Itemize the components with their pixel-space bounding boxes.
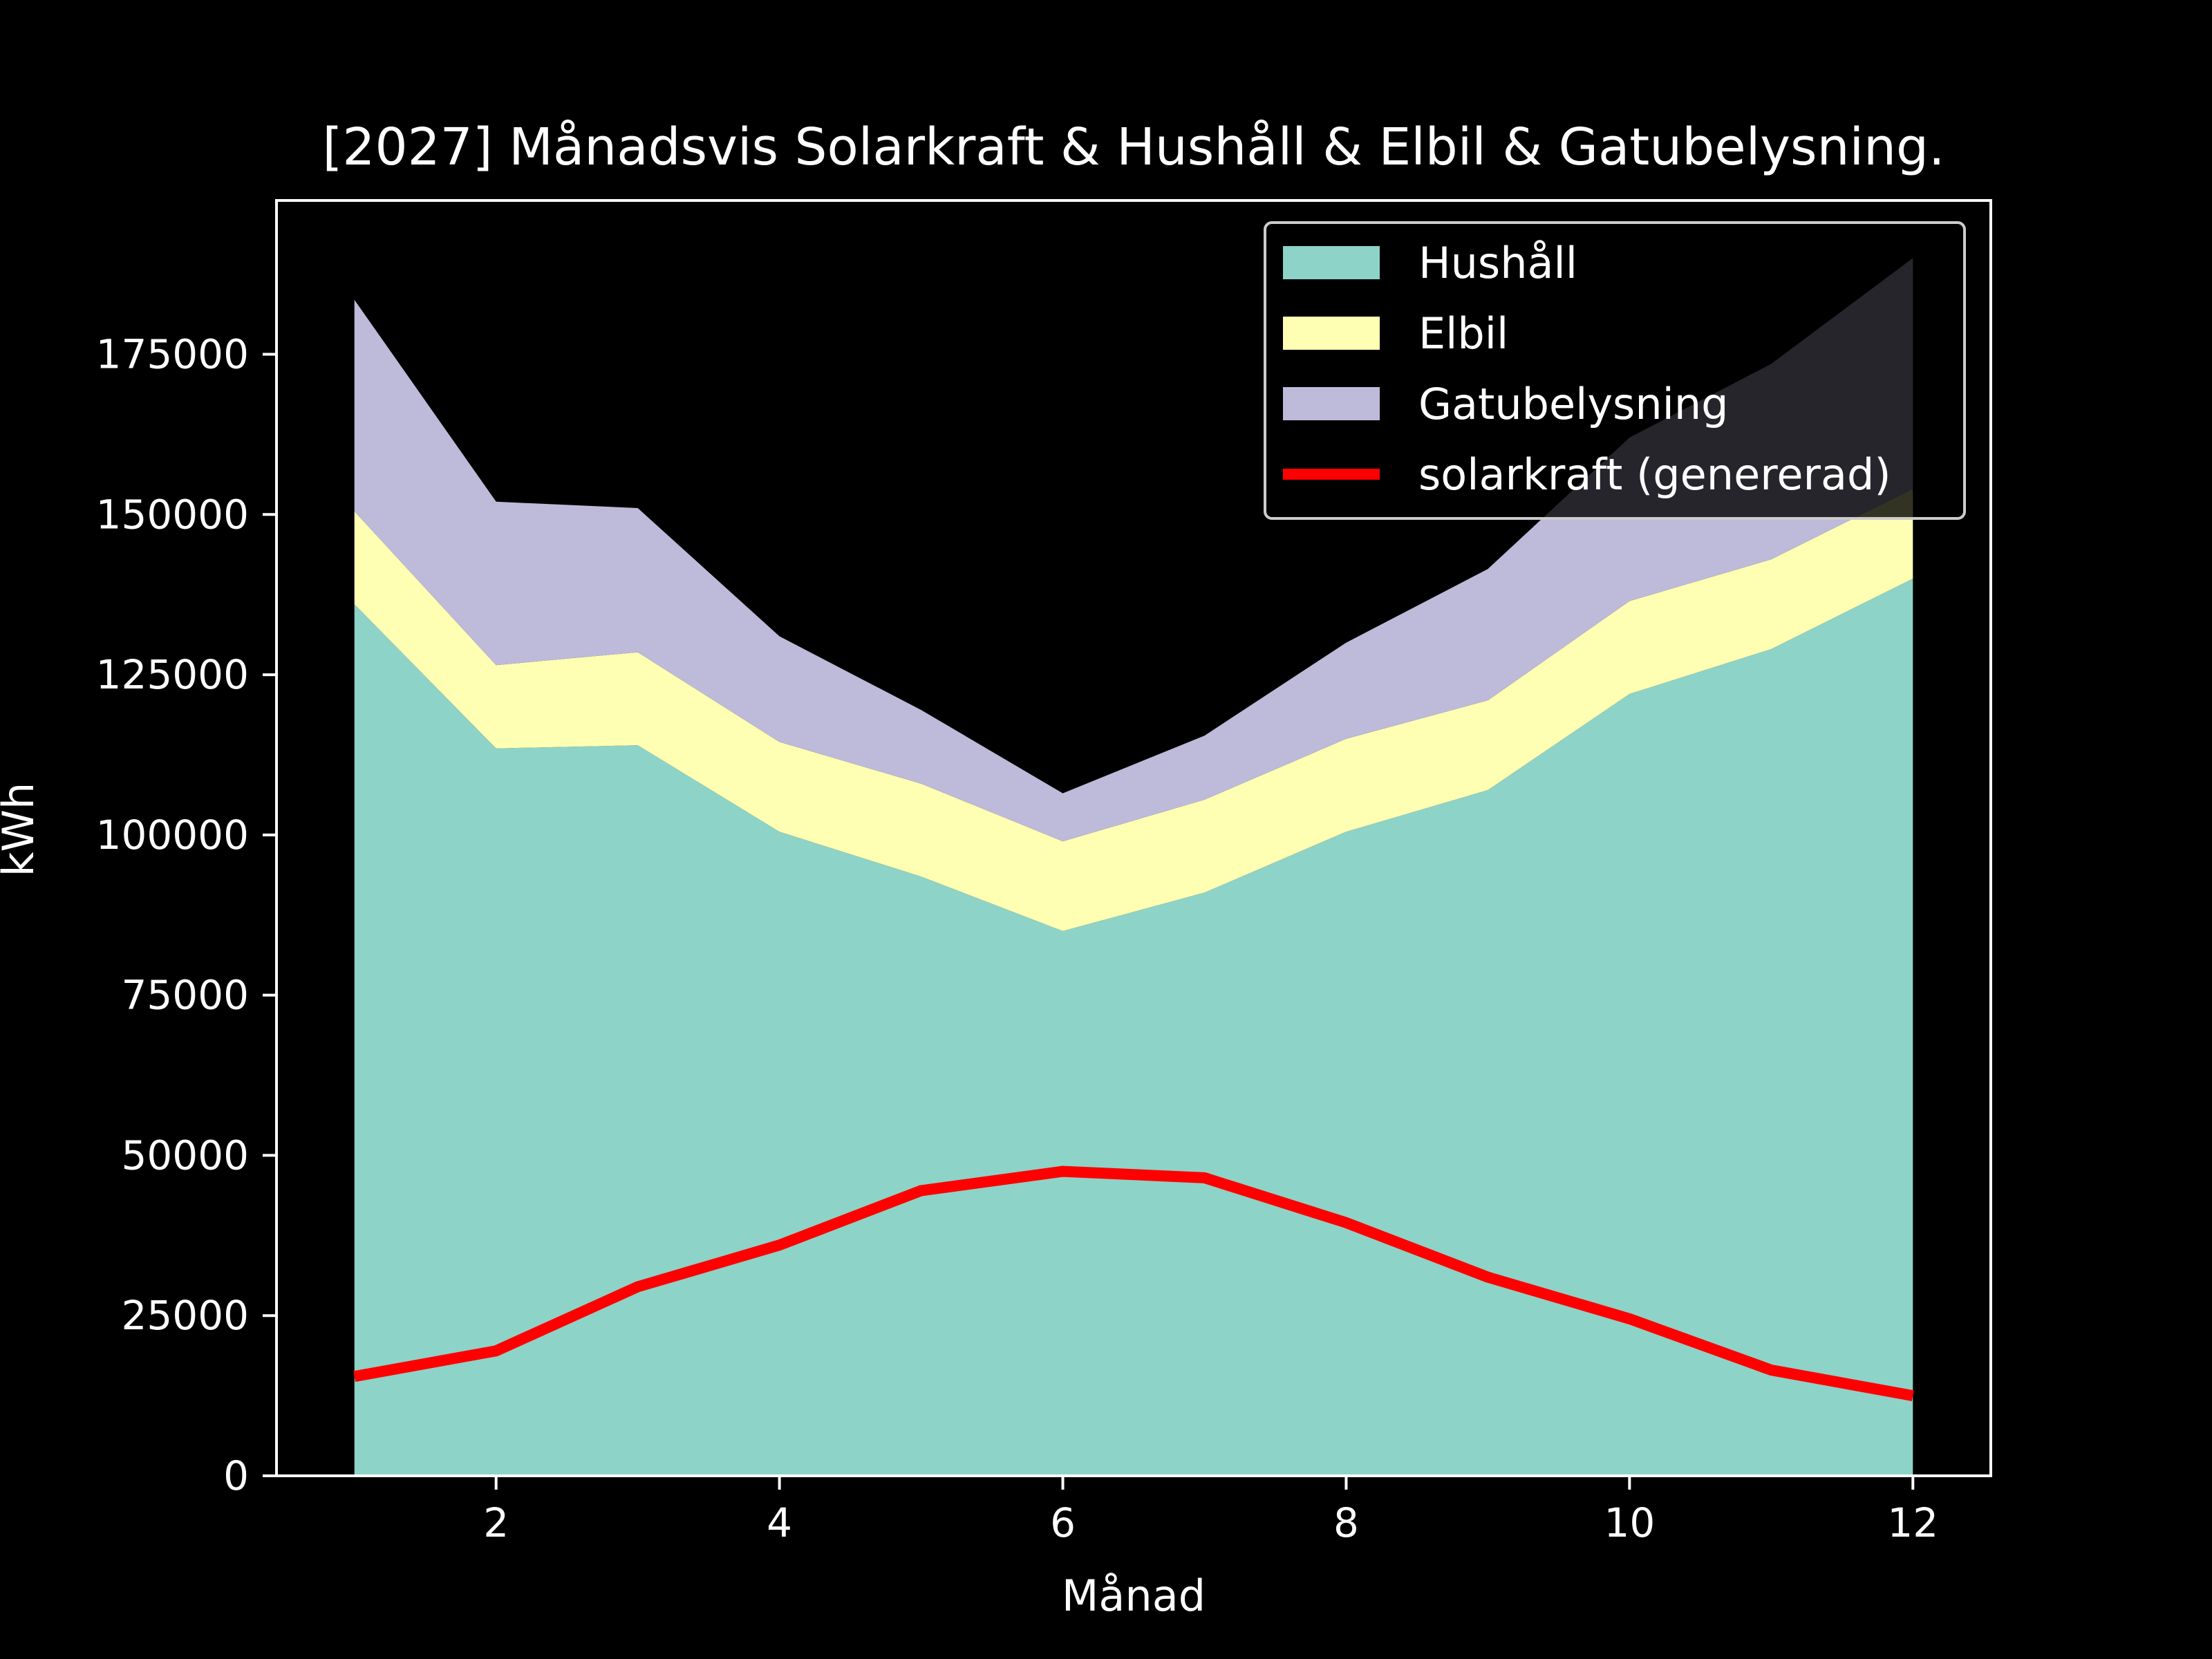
y-tick-label: 125000 (96, 651, 249, 698)
x-tick-label: 8 (1333, 1499, 1359, 1546)
area-series-3 (354, 258, 1913, 842)
y-axis-ticks: 0 25000 50000 75000 100000 125000 150000 175000 (96, 331, 276, 1499)
chart-title: [2027] Månadsvis Solarkraft & Hushåll & … (323, 118, 1945, 177)
legend-label: Elbil (1418, 308, 1508, 359)
line-series-1 (353, 1165, 1914, 1401)
x-axis-label: Månad (1062, 1571, 1206, 1621)
legend-box (1264, 221, 1966, 520)
legend-swatch (1283, 246, 1380, 279)
y-tick-label: 25000 (121, 1292, 249, 1339)
x-tick-label: 12 (1887, 1499, 1938, 1546)
legend-label: solarkraft (genererad) (1418, 449, 1891, 500)
legend: Hushåll Elbil Gatubelysning solarkraft (gen… (1264, 221, 1966, 520)
y-tick-label: 100000 (96, 812, 249, 859)
axes-frame (275, 199, 1992, 1477)
x-tick-label: 6 (1050, 1499, 1076, 1546)
y-tick-label: 150000 (96, 491, 249, 538)
legend-label: Hushåll (1418, 238, 1577, 288)
x-tick-label: 2 (483, 1499, 509, 1546)
y-axis-label: kWh (0, 782, 44, 877)
legend-swatch (1283, 387, 1380, 420)
x-tick-label: 4 (767, 1499, 792, 1546)
y-tick-label: 75000 (121, 972, 249, 1019)
line-layers (353, 1165, 1914, 1401)
y-tick-label: 50000 (121, 1132, 249, 1179)
y-tick-label: 0 (223, 1452, 249, 1499)
x-axis-ticks: 2 4 6 8 10 12 (483, 1476, 1938, 1546)
legend-label: Gatubelysning (1418, 379, 1729, 429)
y-tick-label: 175000 (96, 331, 249, 378)
legend-swatch (1283, 317, 1380, 350)
area-series-2 (354, 489, 1913, 931)
x-tick-label: 10 (1604, 1499, 1655, 1546)
